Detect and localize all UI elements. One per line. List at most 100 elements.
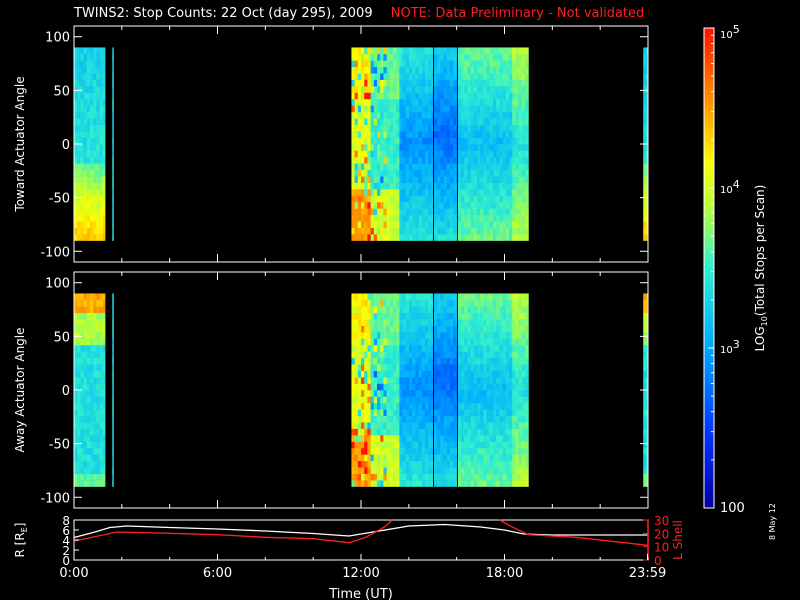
heat-cell <box>509 182 513 190</box>
heat-cell <box>367 137 371 145</box>
heat-cell <box>373 396 378 404</box>
heat-cell <box>83 364 88 371</box>
heat-cell <box>470 409 475 417</box>
heat-cell <box>354 312 359 320</box>
heat-cell <box>409 221 413 228</box>
heat-cell <box>646 351 649 359</box>
heat-cell <box>112 460 114 468</box>
heat-cell <box>351 319 355 326</box>
heat-cell <box>509 66 513 74</box>
heat-cell <box>446 364 451 371</box>
heat-cell <box>396 415 400 423</box>
heat-cell <box>90 332 94 339</box>
heat-cell <box>361 325 365 333</box>
heat-cell <box>428 312 432 320</box>
heat-cell <box>477 169 481 177</box>
heat-cell <box>496 480 500 487</box>
heat-cell <box>521 118 526 125</box>
heat-cell <box>477 156 481 164</box>
heat-cell <box>380 357 384 365</box>
heat-cell <box>80 150 84 158</box>
heat-cell <box>405 66 410 74</box>
heat-cell <box>396 92 400 100</box>
heat-cell <box>456 428 457 436</box>
heat-cell <box>425 344 429 352</box>
heat-cell <box>357 409 362 417</box>
heat-cell <box>409 131 413 138</box>
heat-cell <box>399 409 403 417</box>
heat-cell <box>396 60 400 68</box>
heat-cell <box>505 357 510 365</box>
heat-cell <box>367 214 371 222</box>
heat-cell <box>515 338 519 346</box>
heat-cell <box>351 447 355 455</box>
heat-cell <box>496 319 500 326</box>
heat-cell <box>483 364 487 371</box>
heat-cell <box>354 105 359 113</box>
heat-cell <box>509 111 513 119</box>
heat-cell <box>415 409 419 417</box>
heat-cell <box>396 66 400 74</box>
heat-cell <box>90 221 94 228</box>
heat-cell <box>499 156 503 164</box>
heat-cell <box>96 66 100 74</box>
heat-cell <box>505 124 510 132</box>
heat-cell <box>425 390 429 397</box>
heat-cell <box>431 338 434 346</box>
heat-cell <box>357 169 362 177</box>
heat-cell <box>418 299 423 307</box>
heat-cell <box>402 98 407 106</box>
heat-cell <box>428 306 432 314</box>
heat-cell <box>496 299 500 307</box>
heat-cell <box>521 214 526 222</box>
heat-cell <box>102 105 106 113</box>
heat-cell <box>461 195 465 203</box>
heat-cell <box>405 124 410 132</box>
heat-cell <box>357 467 362 474</box>
heat-cell <box>467 293 471 301</box>
heat-cell <box>525 415 529 423</box>
heat-cell <box>389 402 394 410</box>
heat-cell <box>449 460 454 468</box>
heat-cell <box>480 364 484 371</box>
heat-cell <box>370 66 375 74</box>
heat-cell <box>380 176 384 183</box>
heat-cell <box>405 325 410 333</box>
heat-cell <box>389 473 394 481</box>
heat-cell <box>425 447 429 455</box>
heat-cell <box>421 163 426 171</box>
heat-cell <box>646 293 649 301</box>
heat-cell <box>383 351 387 359</box>
heat-cell <box>389 60 394 68</box>
heat-cell <box>77 47 81 55</box>
heat-cell <box>525 319 529 326</box>
heat-cell <box>499 332 503 339</box>
heat-cell <box>457 422 462 429</box>
heat-cell <box>83 111 88 119</box>
heat-cell <box>440 118 444 125</box>
heat-cell <box>493 312 497 320</box>
heat-cell <box>405 306 410 314</box>
heat-cell <box>643 201 647 209</box>
heat-cell <box>461 176 465 183</box>
heat-cell <box>496 312 500 320</box>
heat-cell <box>351 409 355 417</box>
heat-cell <box>93 195 97 203</box>
heat-cell <box>477 79 481 87</box>
heat-cell <box>354 98 359 106</box>
heat-cell <box>364 208 368 216</box>
heat-cell <box>489 169 494 177</box>
heat-cell <box>509 383 513 391</box>
heat-cell <box>502 60 507 68</box>
heat-cell <box>467 53 471 61</box>
heat-cell <box>464 364 468 371</box>
heat-cell <box>464 409 468 417</box>
heat-cell <box>361 351 365 359</box>
heat-cell <box>425 227 429 235</box>
heat-cell <box>512 53 516 61</box>
heat-cell <box>389 169 394 177</box>
heat-cell <box>467 338 471 346</box>
heat-cell <box>389 377 394 384</box>
heat-cell <box>643 293 647 301</box>
heat-cell <box>425 415 429 423</box>
